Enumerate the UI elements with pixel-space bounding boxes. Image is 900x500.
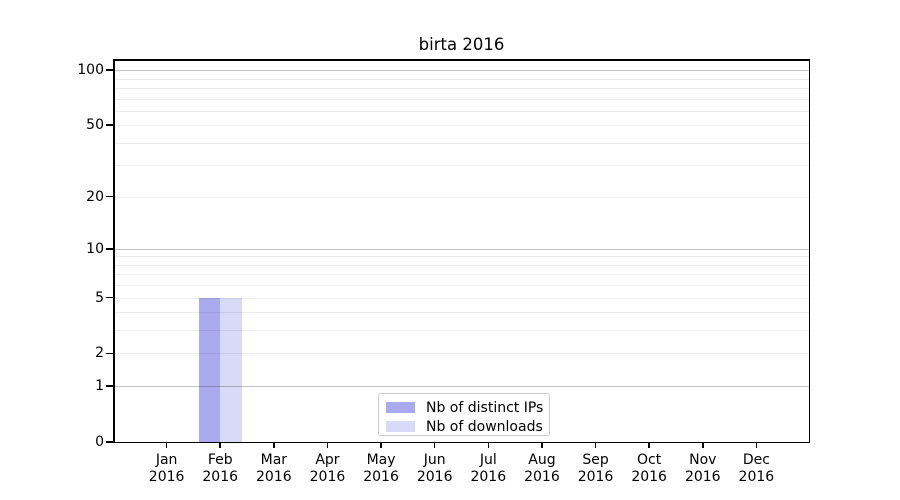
- y-tick-label: 2: [95, 345, 104, 362]
- spine-right: [808, 59, 810, 443]
- x-tick: [755, 442, 758, 448]
- x-tick: [541, 442, 543, 448]
- gridline-minor: [113, 110, 810, 112]
- x-tick-label: Mar 2016: [242, 452, 306, 485]
- x-tick-label-year: 2016: [148, 468, 185, 485]
- x-tick: [273, 442, 275, 448]
- gridline-minor: [113, 297, 810, 299]
- x-tick-label-month: Jan: [155, 452, 178, 468]
- x-tick-label-year: 2016: [684, 468, 721, 485]
- gridline-minor: [113, 255, 810, 257]
- gridline-minor: [113, 142, 810, 144]
- x-tick-label: Jun 2016: [403, 452, 467, 485]
- y-tick: [106, 296, 113, 299]
- x-tick-label-month: May: [366, 452, 396, 468]
- x-tick-label: Feb 2016: [188, 452, 252, 485]
- y-tick-label: 10: [86, 240, 104, 257]
- y-tick: [106, 385, 113, 387]
- x-tick: [594, 442, 597, 448]
- legend-label-downloads: Nb of downloads: [426, 418, 543, 435]
- x-tick-label: Aug 2016: [510, 452, 574, 485]
- x-tick-label-month: Sep: [582, 452, 609, 468]
- x-tick-label-month: Oct: [637, 452, 662, 468]
- plot-area: Nb of distinct IPs Nb of downloads: [113, 59, 810, 443]
- x-tick-label: Dec 2016: [724, 452, 788, 485]
- y-tick-label: 0: [95, 434, 104, 450]
- x-tick: [219, 442, 221, 448]
- x-tick-label: Oct 2016: [617, 452, 681, 485]
- x-tick-label-year: 2016: [524, 468, 560, 485]
- y-tick-label: 5: [95, 289, 104, 306]
- x-tick: [433, 442, 436, 448]
- x-tick-label: Jul 2016: [456, 452, 520, 485]
- gridline-major: [113, 248, 810, 250]
- x-tick-label-year: 2016: [256, 468, 292, 485]
- x-tick-label-year: 2016: [631, 468, 667, 485]
- legend-swatch-distinct-ips: [386, 402, 415, 413]
- x-tick-label-year: 2016: [738, 468, 775, 485]
- x-tick-label-year: 2016: [202, 468, 239, 485]
- gridline-minor: [113, 78, 810, 80]
- gridline-minor: [113, 124, 810, 126]
- spine-left: [113, 59, 115, 443]
- x-tick-label-month: Jun: [423, 452, 446, 468]
- chart-title: birta 2016: [418, 35, 505, 54]
- gridline-minor: [113, 164, 810, 166]
- x-tick-label-month: Apr: [315, 452, 340, 468]
- x-tick-label: Sep 2016: [564, 452, 628, 485]
- x-tick-label-year: 2016: [470, 468, 507, 485]
- legend: Nb of distinct IPs Nb of downloads: [378, 393, 550, 436]
- x-tick-label-year: 2016: [577, 468, 614, 485]
- x-tick-label-month: Mar: [260, 452, 288, 468]
- bar-nb-of-downloads: [220, 297, 242, 442]
- x-tick: [380, 442, 382, 448]
- x-tick: [326, 442, 329, 448]
- x-tick-label: May 2016: [349, 452, 413, 485]
- x-tick-label: Apr 2016: [295, 452, 359, 485]
- y-tick-label: 20: [86, 188, 104, 205]
- y-tick-label: 1: [95, 378, 104, 395]
- y-tick: [106, 124, 113, 126]
- x-tick-label-month: Nov: [689, 452, 717, 468]
- bar-nb-of-distinct-ips: [198, 297, 221, 442]
- x-tick-label-year: 2016: [309, 468, 346, 485]
- x-tick-label-month: Dec: [742, 452, 770, 468]
- x-tick: [487, 442, 490, 448]
- y-tick: [106, 248, 113, 250]
- y-tick: [106, 352, 113, 355]
- gridline-minor: [113, 264, 810, 266]
- gridline-minor: [113, 273, 810, 275]
- y-tick-label: 50: [86, 117, 104, 134]
- gridline-minor: [113, 196, 810, 198]
- x-tick: [648, 442, 650, 448]
- x-tick: [165, 442, 168, 448]
- x-tick-label-month: Feb: [207, 452, 233, 468]
- gridline-minor: [113, 311, 810, 313]
- legend-swatch-downloads: [386, 421, 415, 432]
- x-tick-label-month: Aug: [528, 452, 556, 468]
- spine-top: [113, 59, 810, 61]
- legend-item-distinct-ips: Nb of distinct IPs: [386, 398, 549, 417]
- y-tick: [106, 441, 113, 443]
- legend-item-downloads: Nb of downloads: [386, 417, 549, 436]
- gridline-minor: [113, 98, 810, 100]
- gridline-minor: [113, 284, 810, 286]
- x-tick-label: Nov 2016: [671, 452, 735, 485]
- x-tick-label: Jan 2016: [135, 452, 199, 485]
- gridline-major: [113, 69, 810, 71]
- spine-bottom: [113, 441, 810, 443]
- y-tick: [106, 69, 113, 71]
- x-tick-label-month: Jul: [479, 452, 497, 468]
- gridline-minor: [113, 329, 810, 331]
- gridline-minor: [113, 87, 810, 89]
- x-tick-label-year: 2016: [363, 468, 399, 485]
- x-tick-label-year: 2016: [416, 468, 453, 485]
- x-tick: [702, 442, 704, 448]
- gridline-minor: [113, 352, 810, 354]
- legend-label-distinct-ips: Nb of distinct IPs: [426, 399, 544, 416]
- gridline-major: [113, 385, 810, 387]
- y-tick-label: 100: [77, 62, 104, 79]
- y-tick: [106, 195, 113, 198]
